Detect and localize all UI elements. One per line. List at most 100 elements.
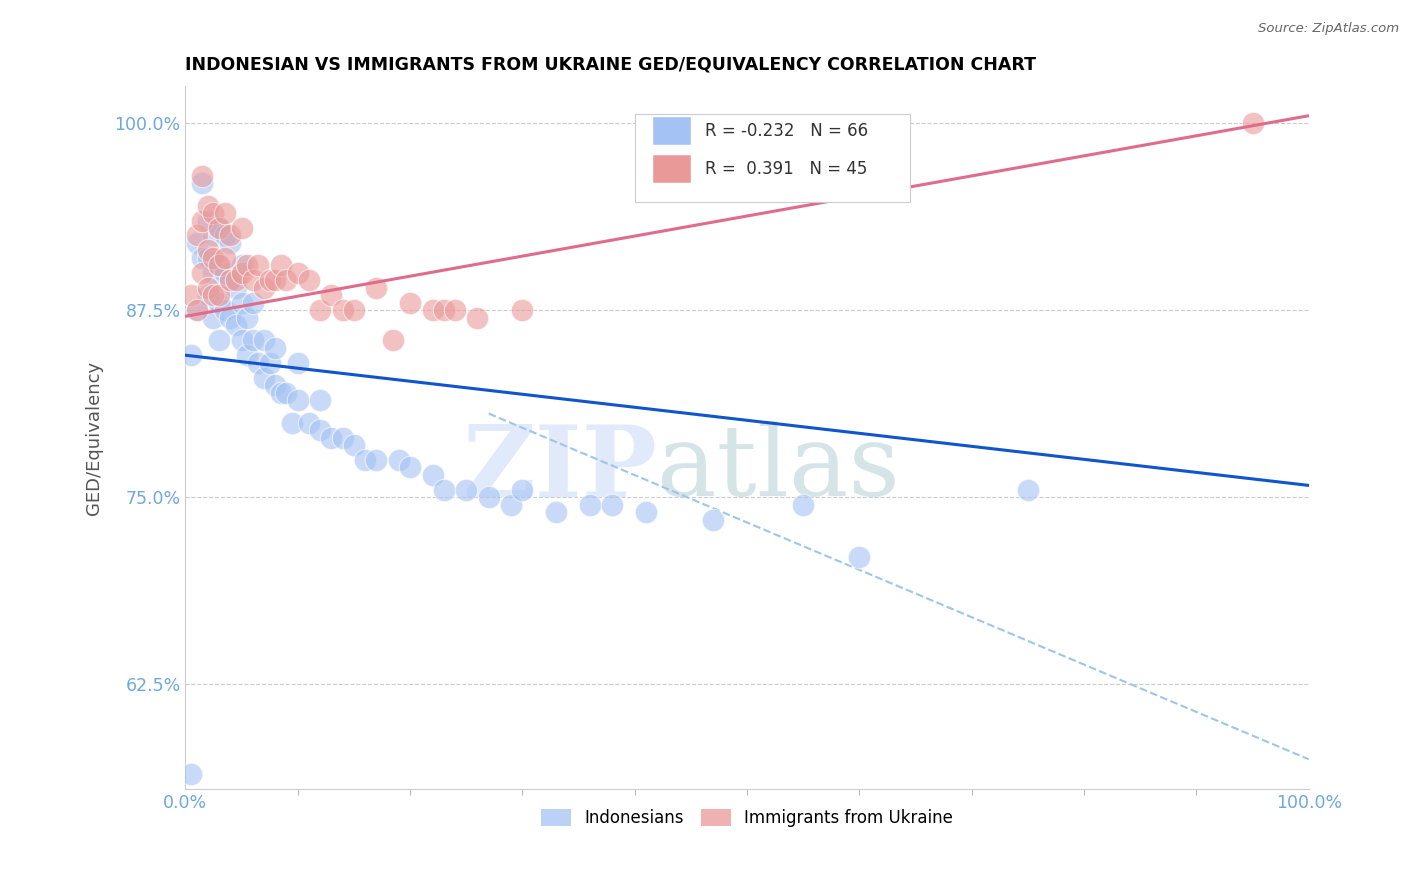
Point xyxy=(214,303,236,318)
Point xyxy=(186,228,208,243)
Point xyxy=(264,378,287,392)
Point xyxy=(208,221,231,235)
Point xyxy=(702,513,724,527)
Point xyxy=(259,356,281,370)
Point xyxy=(214,206,236,220)
Point xyxy=(848,550,870,565)
Point xyxy=(247,259,270,273)
Point xyxy=(247,356,270,370)
Point xyxy=(219,310,242,325)
Point xyxy=(208,259,231,273)
Point xyxy=(388,453,411,467)
Point xyxy=(546,505,568,519)
Point xyxy=(634,505,657,519)
Text: R = -0.232   N = 66: R = -0.232 N = 66 xyxy=(706,122,869,140)
Point xyxy=(186,235,208,250)
Point xyxy=(792,498,814,512)
Point xyxy=(242,333,264,347)
Text: atlas: atlas xyxy=(657,421,900,517)
Text: INDONESIAN VS IMMIGRANTS FROM UKRAINE GED/EQUIVALENCY CORRELATION CHART: INDONESIAN VS IMMIGRANTS FROM UKRAINE GE… xyxy=(186,55,1036,73)
FancyBboxPatch shape xyxy=(634,114,910,202)
Point xyxy=(366,453,388,467)
Point xyxy=(236,310,259,325)
Point xyxy=(399,460,422,475)
Point xyxy=(1017,483,1039,497)
Point xyxy=(197,281,219,295)
Point xyxy=(197,198,219,212)
Y-axis label: GED/Equivalency: GED/Equivalency xyxy=(86,360,103,515)
Point xyxy=(180,288,202,302)
Point xyxy=(343,438,366,452)
FancyBboxPatch shape xyxy=(652,117,690,145)
Point xyxy=(191,251,214,265)
Point xyxy=(287,356,309,370)
Point xyxy=(382,333,405,347)
Point xyxy=(1241,116,1264,130)
Point xyxy=(202,310,225,325)
Point xyxy=(236,348,259,362)
Point xyxy=(309,393,332,408)
Point xyxy=(242,273,264,287)
Point xyxy=(281,416,304,430)
Point xyxy=(600,498,623,512)
Point xyxy=(259,273,281,287)
Point xyxy=(186,303,208,318)
Point xyxy=(225,318,247,333)
Point xyxy=(202,251,225,265)
Point xyxy=(433,303,456,318)
Point xyxy=(276,385,298,400)
Point xyxy=(197,251,219,265)
Point xyxy=(512,483,534,497)
Point xyxy=(253,370,276,384)
Point xyxy=(191,169,214,183)
Point xyxy=(264,341,287,355)
Point xyxy=(399,295,422,310)
Point xyxy=(422,303,444,318)
Point xyxy=(180,348,202,362)
Point xyxy=(191,176,214,190)
Point xyxy=(208,288,231,302)
Point xyxy=(501,498,523,512)
Point xyxy=(219,273,242,287)
Point xyxy=(512,303,534,318)
Point xyxy=(231,333,253,347)
Point xyxy=(478,491,501,505)
Point xyxy=(202,288,225,302)
Point xyxy=(225,281,247,295)
Point xyxy=(467,310,489,325)
Point xyxy=(332,303,354,318)
Point xyxy=(191,213,214,227)
Point xyxy=(444,303,467,318)
Point xyxy=(208,333,231,347)
Point xyxy=(287,393,309,408)
Point xyxy=(202,266,225,280)
Point xyxy=(231,221,253,235)
Point xyxy=(180,767,202,781)
Point xyxy=(433,483,456,497)
Point xyxy=(264,273,287,287)
Point xyxy=(197,213,219,227)
Legend: Indonesians, Immigrants from Ukraine: Indonesians, Immigrants from Ukraine xyxy=(534,802,959,834)
Point xyxy=(321,288,343,302)
Point xyxy=(225,273,247,287)
Text: ZIP: ZIP xyxy=(463,421,657,517)
Point xyxy=(242,295,264,310)
Point xyxy=(287,266,309,280)
Point xyxy=(219,235,242,250)
Point xyxy=(219,228,242,243)
Point xyxy=(253,281,276,295)
Point xyxy=(208,295,231,310)
Point xyxy=(214,251,236,265)
Point xyxy=(214,266,236,280)
Point xyxy=(321,430,343,444)
Point xyxy=(456,483,478,497)
Point xyxy=(354,453,377,467)
Point xyxy=(298,416,321,430)
Point xyxy=(236,259,259,273)
Point xyxy=(270,385,292,400)
Point xyxy=(309,303,332,318)
Point xyxy=(253,333,276,347)
Point xyxy=(202,206,225,220)
Point xyxy=(208,221,231,235)
Point xyxy=(366,281,388,295)
